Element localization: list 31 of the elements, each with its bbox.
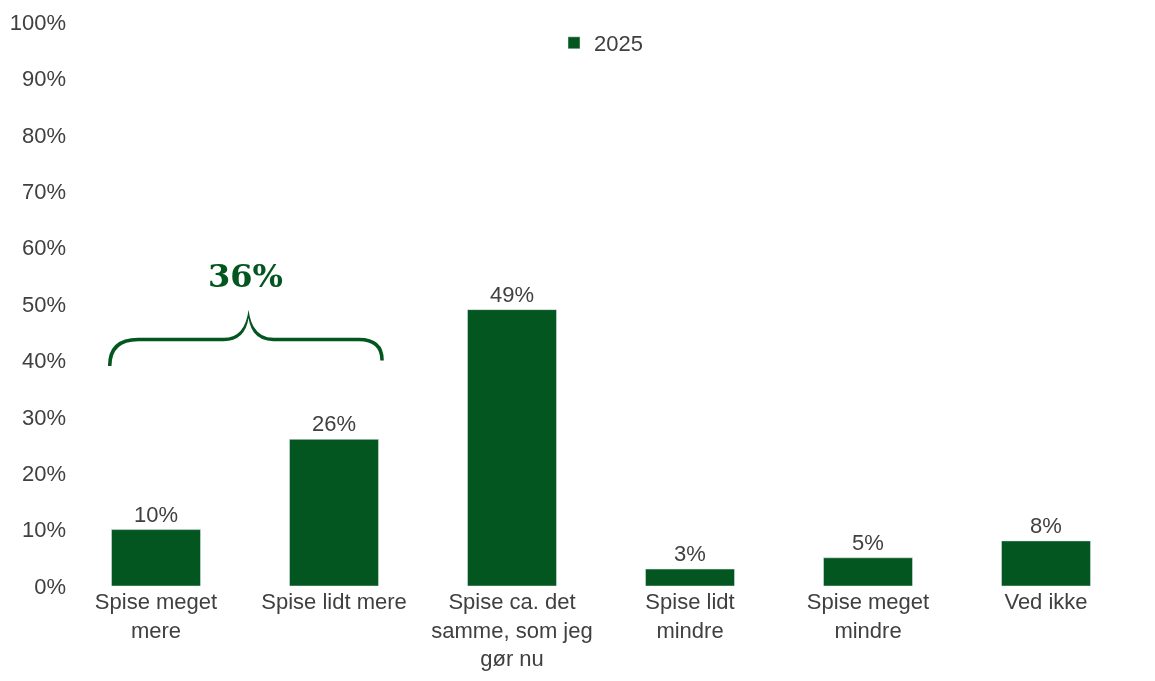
y-tick-label: 30% [21,404,66,430]
bar [1001,540,1091,586]
bar [111,529,201,586]
x-tick-label: Spise ca. det samme, som jeg gør nu [431,589,593,672]
y-tick-label: 10% [21,517,66,543]
y-tick-label: 40% [21,348,66,374]
x-tick-label: Ved ikke [1004,589,1088,614]
bar [289,439,379,586]
bar [467,309,557,586]
data-label: 5% [852,529,884,555]
x-tick-label: Spise lidt mere [261,589,407,614]
y-tick-label: 20% [21,460,66,486]
x-tick-label: Spise lidt mindre [645,589,735,643]
y-tick-label: 0% [34,573,66,599]
bar [645,568,735,586]
data-label: 3% [674,541,706,567]
x-tick-label: Spise meget mindre [806,589,930,643]
data-label: 8% [1030,512,1062,538]
data-label: 10% [133,501,179,527]
legend-label: 2025 [594,31,643,57]
y-tick-label: 80% [21,122,66,148]
bar [823,557,913,586]
y-tick-label: 90% [21,66,66,92]
y-tick-label: 70% [21,178,66,204]
data-label: 49% [489,281,535,307]
data-label: 26% [311,411,357,437]
x-tick-label: Spise meget mere [94,589,218,643]
annotation: 36% [208,257,283,295]
y-tick-label: 100% [9,9,66,35]
y-tick-label: 50% [21,291,66,317]
y-tick-label: 60% [21,235,66,261]
